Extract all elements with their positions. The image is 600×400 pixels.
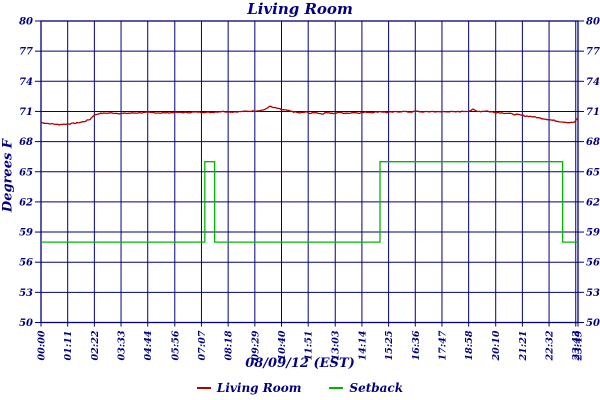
y-tick-label: 65 xyxy=(586,167,600,178)
y-tick-label: 80 xyxy=(586,17,600,28)
y-tick-label: 59 xyxy=(19,228,33,239)
x-tick-label: 08:18 xyxy=(224,330,235,360)
legend-label-living-room: Living Room xyxy=(216,381,302,395)
legend: Living Room Setback xyxy=(0,381,600,395)
x-tick-label: 10:40 xyxy=(277,330,288,360)
x-tick-label: 23:43 xyxy=(571,330,582,361)
y-tick-label: 50 xyxy=(586,318,600,329)
x-tick-label: 20:10 xyxy=(491,330,502,361)
y-tick-label: 62 xyxy=(19,197,33,208)
x-tick-label: 04:44 xyxy=(143,331,154,361)
x-tick-label: 03:33 xyxy=(117,330,128,360)
y-tick-label: 74 xyxy=(19,77,33,88)
legend-label-setback: Setback xyxy=(349,381,404,395)
chart-title: Living Room xyxy=(247,0,353,18)
living-room-line xyxy=(40,105,579,126)
y-tick-label: 65 xyxy=(19,167,33,178)
x-tick-label: 23:49 xyxy=(574,330,585,361)
y-tick-label: 62 xyxy=(586,197,600,208)
x-tick-label: 16:36 xyxy=(411,330,422,360)
legend-item-living-room: Living Room xyxy=(196,381,302,395)
x-tick-label: 21:21 xyxy=(518,331,529,362)
setback-line-swatch xyxy=(329,387,344,389)
x-tick-label: 22:32 xyxy=(545,330,556,361)
x-tick-label: 05:56 xyxy=(170,330,181,360)
living-room-line-swatch xyxy=(196,387,211,389)
x-tick-label: 17:47 xyxy=(437,330,448,360)
y-tick-label: 68 xyxy=(19,137,33,148)
x-tick-label: 02:22 xyxy=(90,330,101,360)
x-axis-label: 08/09/12 (EST) xyxy=(245,356,355,371)
y-tick-label: 56 xyxy=(19,258,33,269)
y-tick-label: 77 xyxy=(19,47,33,58)
y-tick-label: 53 xyxy=(19,288,33,299)
y-tick-label: 56 xyxy=(586,258,600,269)
y-tick-label: 68 xyxy=(586,137,600,148)
legend-item-setback: Setback xyxy=(329,381,403,395)
y-tick-label: 80 xyxy=(19,17,33,28)
x-tick-label: 11:51 xyxy=(304,331,315,361)
y-tick-label: 71 xyxy=(19,107,33,118)
x-tick-label: 15:25 xyxy=(384,330,395,360)
x-tick-label: 18:58 xyxy=(464,330,475,360)
x-tick-label: 01:11 xyxy=(63,331,74,361)
x-tick-label: 14:14 xyxy=(357,331,368,361)
x-tick-label: 13:03 xyxy=(331,330,342,360)
x-tick-label: 07:07 xyxy=(197,330,208,360)
x-tick-label: 00:00 xyxy=(37,330,48,360)
x-tick-label: 09:29 xyxy=(250,330,261,360)
y-tick-label: 59 xyxy=(586,228,600,239)
y-tick-label: 53 xyxy=(586,288,600,299)
y-tick-label: 71 xyxy=(586,107,600,118)
y-tick-label: 77 xyxy=(586,47,600,58)
y-tick-label: 74 xyxy=(586,77,600,88)
setback-line xyxy=(41,161,578,243)
y-tick-label: 50 xyxy=(19,318,33,329)
